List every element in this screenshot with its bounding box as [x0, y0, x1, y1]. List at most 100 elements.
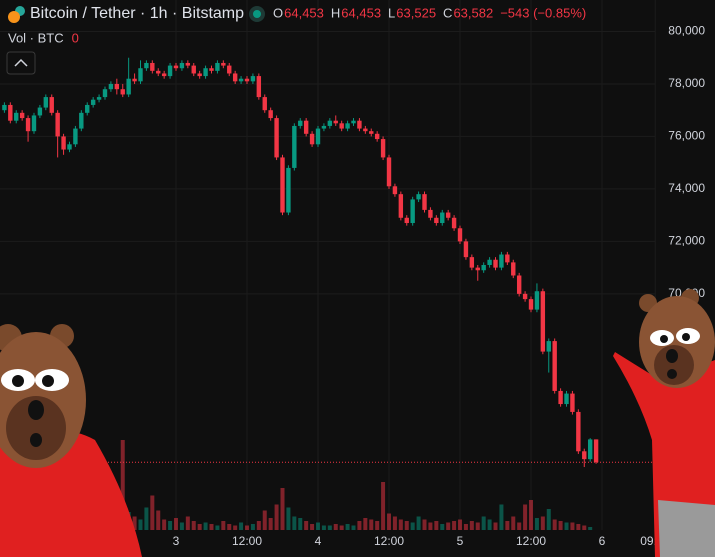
volume-bar — [552, 519, 557, 530]
status-dot — [253, 10, 261, 18]
y-tick-label: 76,000 — [668, 129, 705, 143]
candle-body — [132, 78, 137, 82]
candle-body — [2, 104, 7, 111]
volume-bar — [446, 522, 451, 530]
volume-bar — [144, 507, 149, 530]
candle-body — [268, 110, 273, 119]
candle-body — [487, 259, 492, 265]
volume-bar — [227, 524, 232, 530]
candle-body — [138, 68, 143, 82]
volume-bar — [440, 524, 445, 530]
candle-body — [167, 65, 173, 77]
candle-body — [440, 212, 445, 224]
candle-body — [309, 133, 315, 145]
candle-body — [232, 73, 238, 82]
x-tick-label: 4 — [315, 534, 322, 548]
volume-bar — [233, 525, 238, 530]
candle-body — [256, 76, 262, 98]
candle-body — [79, 112, 84, 129]
candle-body — [102, 89, 108, 98]
volume-bar — [564, 522, 569, 530]
volume-bar — [239, 522, 244, 530]
bear-mouth — [30, 433, 42, 447]
candle-body — [244, 78, 250, 82]
volume-bar — [546, 509, 551, 530]
bear-mouth — [667, 369, 677, 379]
volume-bar — [481, 516, 486, 530]
candle-body — [25, 118, 31, 132]
ohlc-value: 63,525 — [396, 5, 436, 20]
x-tick-label: 3 — [173, 534, 180, 548]
volume-value: 0 — [72, 30, 79, 45]
volume-bar — [463, 524, 468, 530]
y-tick-label: 78,000 — [668, 76, 705, 90]
volume-bar — [475, 522, 480, 530]
volume-bar — [351, 525, 356, 530]
volume-bar — [523, 504, 528, 530]
candle-body — [43, 97, 49, 108]
volume-bar — [150, 495, 155, 530]
candle-body — [445, 212, 451, 218]
candle-body — [351, 120, 356, 124]
volume-bar — [221, 521, 226, 530]
bear-snout — [654, 345, 694, 385]
candle-body — [161, 73, 167, 77]
volume-bar — [191, 521, 196, 530]
candle-body — [516, 275, 522, 294]
bear-left — [0, 324, 142, 557]
volume-bar — [487, 519, 492, 530]
grid — [0, 0, 656, 530]
candle-body — [463, 241, 469, 258]
volume-bar — [428, 522, 433, 530]
candle-body — [221, 62, 226, 66]
x-tick-label: 6 — [599, 534, 606, 548]
candle-body — [499, 254, 504, 268]
volume-bar — [209, 524, 214, 530]
volume-bar — [357, 521, 362, 530]
candle-body — [505, 254, 510, 263]
volume-bar — [310, 524, 315, 530]
y-tick-label: 80,000 — [668, 24, 705, 38]
candle-body — [321, 125, 327, 129]
candle-body — [73, 128, 78, 145]
volume-bar — [280, 488, 285, 530]
candle-body — [534, 291, 540, 310]
candle-body — [422, 194, 427, 210]
candle-body — [345, 123, 350, 129]
volume-bar — [185, 516, 190, 530]
candle-body — [286, 167, 291, 213]
volume-bar — [292, 516, 297, 530]
collapse-button[interactable] — [6, 51, 36, 75]
candle-body — [114, 83, 120, 90]
candle-body — [587, 439, 593, 460]
volume-bar — [333, 524, 338, 530]
ohlc-label: L — [388, 5, 395, 20]
candle-body — [14, 112, 19, 121]
candle-body — [303, 120, 309, 134]
volume-bar — [156, 510, 161, 530]
candle-body — [380, 139, 386, 158]
volume-bar — [286, 507, 291, 530]
volume-label: Vol · BTC — [8, 30, 64, 45]
volume-bar — [458, 519, 463, 530]
candle-body — [469, 257, 475, 268]
volume-bar — [203, 522, 208, 530]
volume-bar — [262, 510, 267, 530]
candle-body — [49, 97, 54, 113]
candle-body — [179, 62, 185, 69]
candle-body — [292, 125, 297, 168]
candle-body — [374, 133, 380, 140]
candle-body — [357, 120, 362, 129]
volume-bar — [339, 525, 344, 530]
bear-snout — [6, 396, 66, 460]
ohlc-label: H — [331, 5, 340, 20]
volume-bar — [416, 516, 421, 530]
volume-bar — [304, 521, 309, 530]
volume-bar — [179, 522, 184, 530]
y-tick-label: 72,000 — [668, 234, 705, 248]
volume-bar — [387, 513, 392, 530]
volume-bar — [582, 525, 587, 530]
candle-body — [392, 186, 398, 195]
volume-bar — [558, 521, 563, 530]
